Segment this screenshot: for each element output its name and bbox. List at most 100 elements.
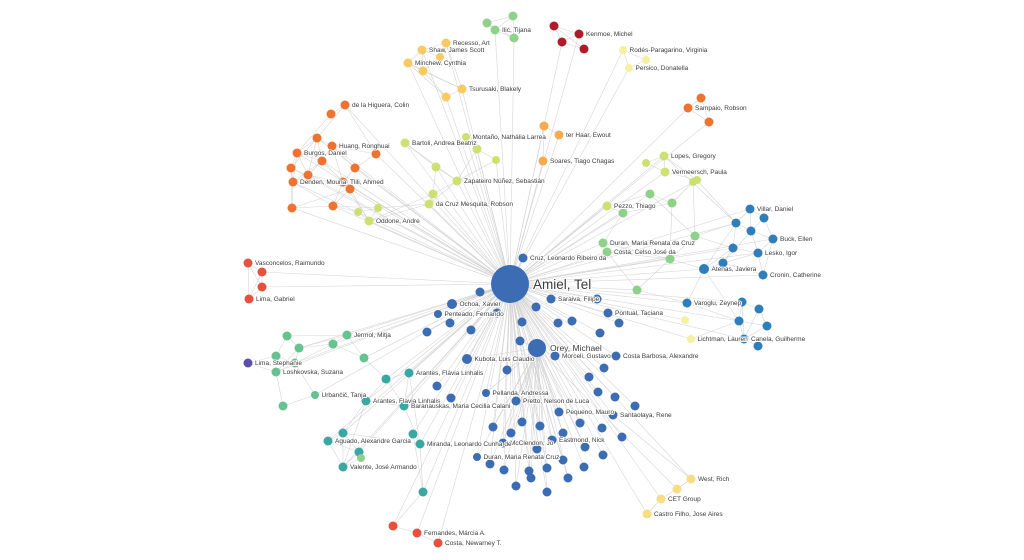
- graph-node-cet-group[interactable]: [656, 494, 666, 504]
- graph-node[interactable]: [432, 381, 442, 391]
- graph-node-kubota-luis-claudio[interactable]: [462, 354, 472, 364]
- graph-node[interactable]: [502, 365, 512, 375]
- graph-node[interactable]: [593, 387, 603, 397]
- graph-node[interactable]: [762, 321, 772, 331]
- graph-node-aguado-alexandre-garcia[interactable]: [323, 436, 333, 446]
- graph-node[interactable]: [290, 358, 300, 368]
- graph-node-lima-gabriel[interactable]: [244, 294, 254, 304]
- graph-node[interactable]: [381, 374, 391, 384]
- graph-node[interactable]: [667, 198, 677, 208]
- graph-node-pontual-taciana[interactable]: [603, 308, 613, 318]
- graph-node[interactable]: [584, 372, 594, 382]
- graph-node[interactable]: [524, 466, 534, 476]
- graph-node-baranauskas-maria-cecilia-calani[interactable]: [399, 401, 409, 411]
- graph-node[interactable]: [535, 421, 545, 431]
- graph-node-zapateiro-n-ez-sebasti-n[interactable]: [452, 176, 462, 186]
- graph-node-costa-newarney-t[interactable]: [433, 538, 443, 548]
- graph-node[interactable]: [753, 341, 763, 351]
- graph-node-de-la-higuera-colin[interactable]: [340, 100, 350, 110]
- graph-node-huang-ronghuai[interactable]: [327, 141, 337, 151]
- graph-node[interactable]: [614, 318, 624, 328]
- graph-node-urban-i-tanja[interactable]: [311, 391, 319, 399]
- graph-node[interactable]: [445, 318, 455, 328]
- graph-node-vermeersch-paula[interactable]: [660, 167, 670, 177]
- graph-node[interactable]: [759, 213, 769, 223]
- graph-node[interactable]: [441, 92, 451, 102]
- graph-node[interactable]: [488, 422, 498, 432]
- graph-node-ili-tijana[interactable]: [490, 25, 500, 35]
- graph-node[interactable]: [492, 308, 502, 318]
- graph-node[interactable]: [286, 163, 296, 173]
- graph-node-mcclendon-jo[interactable]: [498, 438, 508, 448]
- graph-node[interactable]: [672, 484, 682, 494]
- graph-node-santaolaya-rene[interactable]: [608, 410, 618, 420]
- graph-node-pretto-nelson-de-luca[interactable]: [511, 396, 521, 406]
- graph-node[interactable]: [328, 339, 338, 349]
- graph-node[interactable]: [542, 487, 552, 497]
- graph-node[interactable]: [278, 401, 288, 411]
- graph-node-duran-maria-renata-cruz[interactable]: [473, 453, 481, 461]
- graph-node-monta-o-nath-lia-larrea[interactable]: [462, 133, 470, 141]
- graph-node[interactable]: [506, 428, 516, 438]
- graph-node[interactable]: [374, 204, 382, 212]
- graph-node[interactable]: [312, 133, 322, 143]
- graph-node-minchew-cynthia[interactable]: [403, 58, 413, 68]
- graph-node-recesso-art[interactable]: [441, 38, 451, 48]
- graph-node-lima-stephanie[interactable]: [243, 358, 253, 368]
- graph-node-costa-barbosa-alexandre[interactable]: [611, 351, 621, 361]
- graph-node[interactable]: [271, 351, 281, 361]
- graph-node-penteado-fernando[interactable]: [434, 310, 442, 318]
- graph-node-castro-filho-jose-aires[interactable]: [642, 509, 652, 519]
- graph-node[interactable]: [575, 418, 585, 428]
- graph-node[interactable]: [359, 353, 369, 363]
- graph-node[interactable]: [731, 218, 741, 228]
- graph-node[interactable]: [580, 442, 590, 452]
- graph-node[interactable]: [610, 392, 620, 402]
- graph-node[interactable]: [598, 450, 608, 460]
- graph-node-bartoli-andrea-beatriz[interactable]: [400, 138, 410, 148]
- graph-node[interactable]: [718, 258, 728, 268]
- graph-node[interactable]: [681, 316, 689, 324]
- graph-node-atenas-javiera[interactable]: [699, 264, 709, 274]
- graph-node-arantes-flavia-linhalis[interactable]: [361, 396, 371, 406]
- graph-node-sampaio-robson[interactable]: [683, 103, 693, 113]
- graph-node[interactable]: [665, 254, 675, 264]
- graph-node[interactable]: [475, 287, 485, 297]
- graph-node-pellanda-andressa[interactable]: [482, 389, 490, 397]
- graph-node[interactable]: [354, 208, 362, 216]
- graph-node-varoglu-zeynep[interactable]: [682, 298, 692, 308]
- graph-node-orey-michael[interactable]: [528, 339, 546, 357]
- graph-node-ochoa-xavier[interactable]: [447, 299, 457, 309]
- graph-node-fernandes-m-rcia-a[interactable]: [412, 528, 422, 538]
- graph-node[interactable]: [257, 282, 267, 292]
- graph-node[interactable]: [422, 327, 432, 337]
- graph-node[interactable]: [508, 11, 518, 21]
- graph-node-pezzo-thiago[interactable]: [602, 201, 612, 211]
- graph-node[interactable]: [737, 297, 747, 307]
- graph-node-oddone-andre[interactable]: [364, 216, 374, 226]
- graph-node[interactable]: [282, 331, 292, 341]
- graph-node[interactable]: [466, 325, 476, 335]
- graph-node-persico-donatella[interactable]: [625, 64, 633, 72]
- graph-node[interactable]: [746, 226, 756, 236]
- graph-node-vasconcelos-raimundo[interactable]: [243, 258, 253, 268]
- graph-node-rod-s-paragarino-virginia[interactable]: [619, 46, 627, 54]
- graph-node[interactable]: [499, 465, 509, 475]
- graph-node[interactable]: [418, 66, 428, 76]
- graph-node[interactable]: [531, 302, 541, 312]
- graph-node-lesko-igor[interactable]: [753, 248, 763, 258]
- graph-node[interactable]: [579, 462, 589, 472]
- graph-node[interactable]: [517, 317, 527, 327]
- graph-node[interactable]: [630, 401, 640, 411]
- graph-node[interactable]: [690, 231, 700, 241]
- graph-node[interactable]: [642, 56, 650, 64]
- graph-node-morceli-gustavo[interactable]: [550, 351, 560, 361]
- graph-node-burgos-daniel[interactable]: [292, 148, 302, 158]
- graph-node-kenmoe-michel[interactable]: [574, 29, 584, 39]
- graph-node-duran-maria-renata-da-cruz[interactable]: [598, 238, 608, 248]
- graph-node-tsurusaki-blakely[interactable]: [457, 84, 467, 94]
- graph-node-ter-haar-ewout[interactable]: [554, 130, 564, 140]
- graph-node[interactable]: [558, 428, 568, 438]
